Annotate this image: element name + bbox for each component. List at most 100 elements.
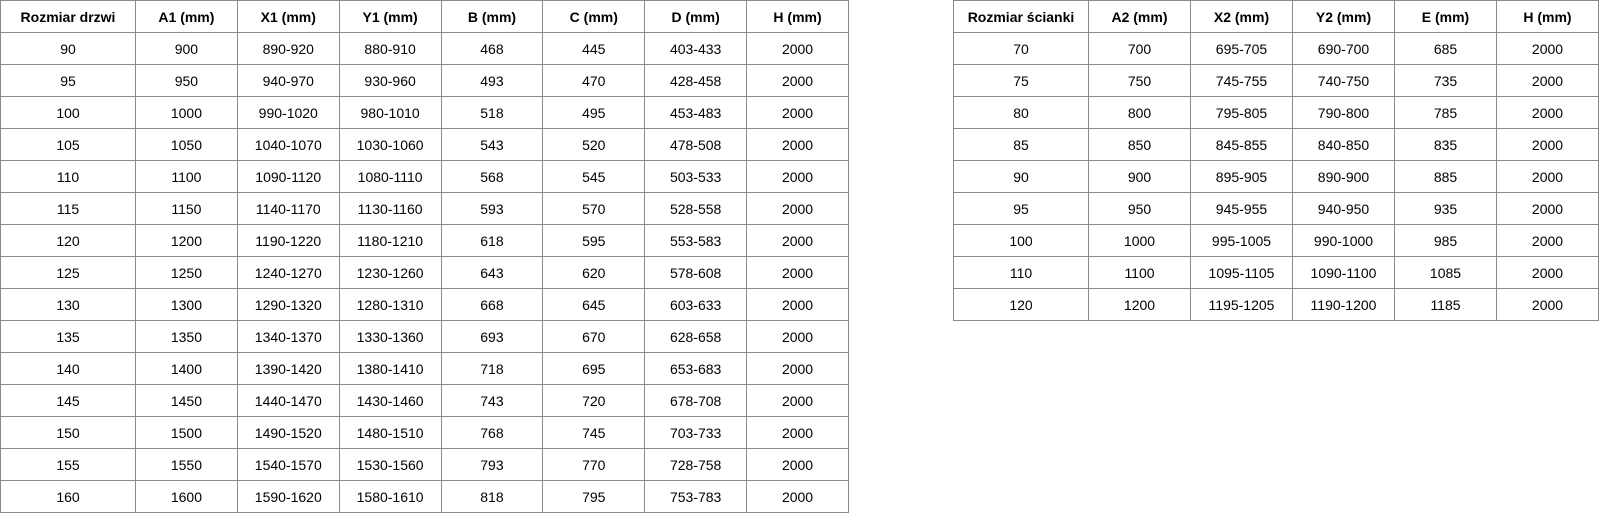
table-cell: 495 (542, 96, 646, 129)
table-cell: 503-533 (644, 160, 748, 193)
table-cell: 2000 (1496, 160, 1599, 193)
table-cell: 700 (1088, 32, 1191, 65)
table-cell: 85 (953, 128, 1089, 161)
table-cell: 890-920 (236, 32, 340, 65)
table-cell: 478-508 (644, 128, 748, 161)
table-cell: 1085 (1394, 256, 1497, 289)
table-cell: 105 (0, 128, 136, 161)
table-cell: 900 (135, 32, 238, 65)
table-cell: 695-705 (1190, 32, 1293, 65)
table-cell: 140 (0, 352, 136, 385)
table-row: 145 1450 1440-1470 1430-1460 743 720 678-708 20… (0, 384, 849, 417)
table-cell: 703-733 (644, 416, 748, 449)
table-cell: 1480-1510 (338, 416, 442, 449)
table-cell: 90 (0, 32, 136, 65)
table-cell: 453-483 (644, 96, 748, 129)
table-cell: 768 (440, 416, 544, 449)
column-header: X1 (mm) (236, 0, 340, 33)
table-cell: 1190-1200 (1292, 288, 1395, 321)
table-cell: 795-805 (1190, 96, 1293, 129)
table-cell: 845-855 (1190, 128, 1293, 161)
table-row: 100 1000 990-1020 980-1010 518 495 453-483 2000 (0, 96, 849, 129)
table-cell: 2000 (1496, 32, 1599, 65)
table-cell: 2000 (1496, 96, 1599, 129)
table-cell: 100 (0, 96, 136, 129)
table-cell: 1300 (135, 288, 238, 321)
table-cell: 985 (1394, 224, 1497, 257)
table-row: 120 1200 1190-1220 1180-1210 618 595 553-583 20… (0, 224, 849, 257)
table-cell: 1530-1560 (338, 448, 442, 481)
table-cell: 785 (1394, 96, 1497, 129)
table-row: 70 700 695-705 690-700 685 2000 (953, 32, 1599, 65)
table-cell: 743 (440, 384, 544, 417)
table-cell: 840-850 (1292, 128, 1395, 161)
table-cell: 2000 (746, 192, 849, 225)
table-cell: 1190-1220 (236, 224, 340, 257)
column-header: B (mm) (440, 0, 544, 33)
table-cell: 528-558 (644, 192, 748, 225)
table-cell: 685 (1394, 32, 1497, 65)
table-cell: 75 (953, 64, 1089, 97)
table-cell: 940-970 (236, 64, 340, 97)
table-cell: 578-608 (644, 256, 748, 289)
table-row: 85 850 845-855 840-850 835 2000 (953, 128, 1599, 161)
table-cell: 2000 (1496, 128, 1599, 161)
table-cell: 950 (135, 64, 238, 97)
table-cell: 1250 (135, 256, 238, 289)
table-cell: 470 (542, 64, 646, 97)
table-cell: 1050 (135, 128, 238, 161)
table-cell: 130 (0, 288, 136, 321)
table-cell: 1195-1205 (1190, 288, 1293, 321)
table-row: 95 950 945-955 940-950 935 2000 (953, 192, 1599, 225)
table-cell: 1000 (135, 96, 238, 129)
table-cell: 1030-1060 (338, 128, 442, 161)
table-cell: 795 (542, 480, 646, 513)
table-cell: 160 (0, 480, 136, 513)
table-cell: 750 (1088, 64, 1191, 97)
table-cell: 2000 (746, 320, 849, 353)
table-cell: 1400 (135, 352, 238, 385)
table-cell: 1040-1070 (236, 128, 340, 161)
table-cell: 618 (440, 224, 544, 257)
table-row: 105 1050 1040-1070 1030-1060 543 520 478-508 20… (0, 128, 849, 161)
table-cell: 885 (1394, 160, 1497, 193)
table-cell: 935 (1394, 192, 1497, 225)
table-cell: 2000 (746, 256, 849, 289)
column-header: A1 (mm) (135, 0, 238, 33)
table-cell: 570 (542, 192, 646, 225)
column-header: H (mm) (746, 0, 849, 33)
column-header: Rozmiar drzwi (0, 0, 136, 33)
table-cell: 735 (1394, 64, 1497, 97)
table-row: 130 1300 1290-1320 1280-1310 668 645 603-633 20… (0, 288, 849, 321)
table-cell: 518 (440, 96, 544, 129)
table-cell: 2000 (1496, 64, 1599, 97)
table-cell: 1380-1410 (338, 352, 442, 385)
table-cell: 1100 (1088, 256, 1191, 289)
table-cell: 125 (0, 256, 136, 289)
table-cell: 1490-1520 (236, 416, 340, 449)
table-cell: 1590-1620 (236, 480, 340, 513)
table-cell: 1240-1270 (236, 256, 340, 289)
table-cell: 980-1010 (338, 96, 442, 129)
table-cell: 628-658 (644, 320, 748, 353)
table-cell: 1450 (135, 384, 238, 417)
column-header: D (mm) (644, 0, 748, 33)
table-cell: 690-700 (1292, 32, 1395, 65)
table-cell: 145 (0, 384, 136, 417)
column-header: C (mm) (542, 0, 646, 33)
table-header-row: Rozmiar drzwi A1 (mm) X1 (mm) Y1 (mm) B (mm)… (0, 0, 849, 33)
table-cell: 2000 (746, 224, 849, 257)
table-cell: 90 (953, 160, 1089, 193)
table-cell: 1200 (135, 224, 238, 257)
table-cell: 445 (542, 32, 646, 65)
table-cell: 2000 (746, 480, 849, 513)
table-row: 80 800 795-805 790-800 785 2000 (953, 96, 1599, 129)
table-cell: 1185 (1394, 288, 1497, 321)
table-cell: 1440-1470 (236, 384, 340, 417)
table-cell: 1140-1170 (236, 192, 340, 225)
table-cell: 2000 (746, 384, 849, 417)
table-cell: 1100 (135, 160, 238, 193)
table-cell: 930-960 (338, 64, 442, 97)
table-cell: 1500 (135, 416, 238, 449)
table-cell: 1340-1370 (236, 320, 340, 353)
